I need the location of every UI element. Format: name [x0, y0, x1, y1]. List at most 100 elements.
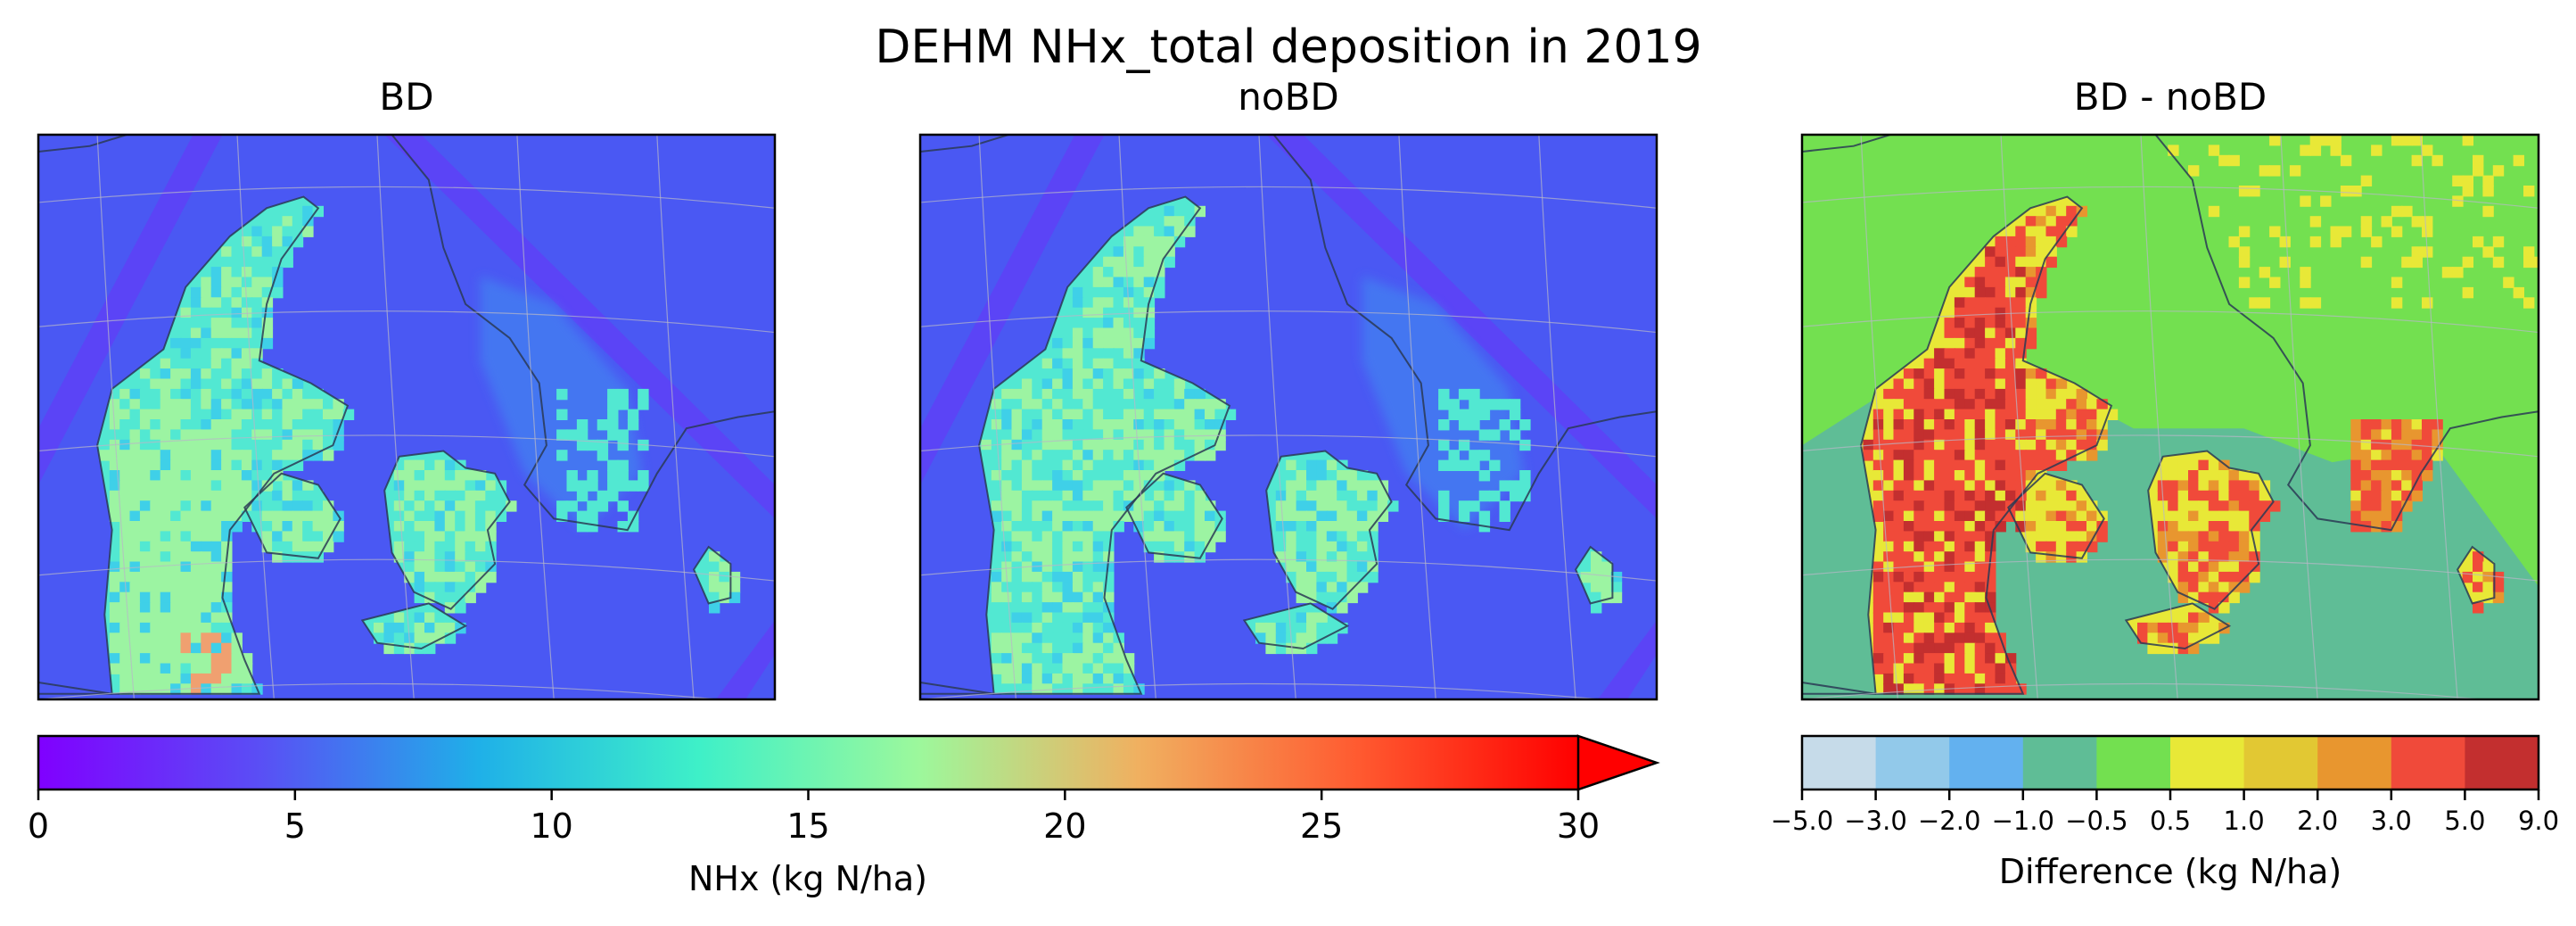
grid-cell — [201, 459, 212, 471]
grid-cell — [1944, 480, 1955, 492]
grid-cell — [2025, 409, 2037, 420]
grid-cell — [1893, 591, 1905, 604]
grid-cell — [1092, 500, 1105, 512]
grid-cell — [1601, 571, 1612, 583]
grid-cell — [1469, 500, 1480, 512]
grid-cell — [1062, 591, 1074, 604]
grid-cell — [1985, 490, 1996, 502]
grid-cell — [1214, 531, 1226, 542]
grid-cell — [231, 267, 243, 278]
grid-cell — [1092, 368, 1105, 380]
grid-cell — [2025, 419, 2037, 431]
grid-cell — [1954, 378, 1966, 390]
grid-cell — [119, 653, 131, 665]
grid-cell — [1923, 459, 1936, 471]
grid-cell — [2055, 399, 2068, 410]
grid-cell — [1923, 531, 1936, 542]
grid-cell — [129, 653, 141, 665]
grid-cell — [1944, 622, 1955, 634]
grid-cell — [1082, 673, 1094, 685]
grid-cell — [1021, 541, 1033, 553]
grid-cell — [1082, 551, 1094, 563]
grid-cell — [2188, 490, 2200, 502]
grid-cell — [170, 531, 182, 542]
grid-cell — [617, 429, 629, 441]
grid-cell — [1092, 327, 1105, 339]
grid-cell — [474, 551, 487, 563]
grid-cell — [201, 571, 212, 583]
grid-cell — [210, 591, 223, 604]
grid-cell — [201, 429, 212, 441]
grid-cell — [2004, 327, 2017, 339]
grid-cell — [2462, 186, 2473, 197]
grid-cell — [465, 521, 476, 533]
grid-cell — [2055, 450, 2068, 461]
grid-cell — [404, 531, 416, 542]
grid-cell — [1964, 337, 1976, 350]
grid-cell — [2036, 388, 2047, 401]
grid-cell — [1974, 500, 1987, 512]
grid-cell — [312, 521, 324, 533]
grid-cell — [1113, 236, 1124, 248]
grid-cell — [1021, 622, 1033, 634]
grid-cell — [1499, 510, 1510, 522]
graticule-line — [1802, 434, 2539, 458]
graticule-line — [1802, 558, 2539, 582]
grid-cell — [1113, 429, 1124, 441]
grid-cell — [1438, 419, 1450, 431]
grid-cell — [2350, 439, 2362, 451]
grid-cell — [2168, 500, 2179, 512]
grid-cell — [251, 378, 263, 390]
grid-cell — [1255, 622, 1267, 634]
grid-cell — [1286, 561, 1297, 573]
grid-cell — [1356, 531, 1369, 542]
grid-cell — [434, 480, 446, 492]
grid-cell — [1103, 561, 1115, 573]
grid-cell — [1913, 561, 1925, 573]
grid-cell — [1934, 521, 1946, 533]
grid-cell — [1001, 673, 1013, 685]
grid-cell — [1458, 409, 1470, 420]
grid-cell — [1974, 510, 1987, 522]
grid-cell — [566, 500, 578, 512]
grid-cell — [444, 480, 457, 492]
grid-cell — [424, 490, 436, 502]
grid-cell — [1893, 459, 1905, 471]
grid-cell — [2371, 470, 2383, 482]
grid-cell — [201, 277, 212, 288]
ship-track-band — [384, 135, 775, 519]
grid-cell — [414, 541, 425, 553]
grid-cell — [139, 663, 152, 674]
grid-cell — [424, 459, 436, 471]
grid-cell — [1092, 612, 1105, 624]
grid-cell — [170, 612, 182, 624]
grid-cell — [1173, 439, 1186, 451]
grid-cell — [1923, 632, 1936, 644]
grid-cell — [1154, 439, 1165, 451]
grid-cell — [1448, 399, 1460, 410]
grid-cell — [1103, 490, 1115, 502]
grid-cell — [1143, 236, 1156, 248]
grid-cell — [2045, 439, 2057, 451]
grid-cell — [129, 642, 141, 655]
grid-cell — [2066, 388, 2078, 401]
grid-cell — [1995, 358, 2006, 370]
grid-cell — [2025, 216, 2037, 227]
grid-cell — [1164, 521, 1175, 533]
grid-cell — [1072, 531, 1084, 542]
grid-cell — [2045, 216, 2057, 227]
grid-cell — [1041, 510, 1054, 522]
grid-cell — [1316, 531, 1328, 542]
grid-cell — [221, 632, 233, 644]
grid-cell — [1062, 459, 1074, 471]
grid-cell — [2045, 388, 2057, 401]
grid-cell — [1123, 277, 1135, 288]
grid-cell — [2055, 429, 2068, 441]
grid-cell — [210, 348, 223, 360]
grid-cell — [2004, 480, 2017, 492]
grid-cell — [2391, 450, 2403, 461]
grid-cell — [1103, 348, 1115, 360]
grid-cell — [1296, 561, 1307, 573]
grid-cell — [1041, 571, 1054, 583]
grid-cell — [1113, 307, 1124, 319]
